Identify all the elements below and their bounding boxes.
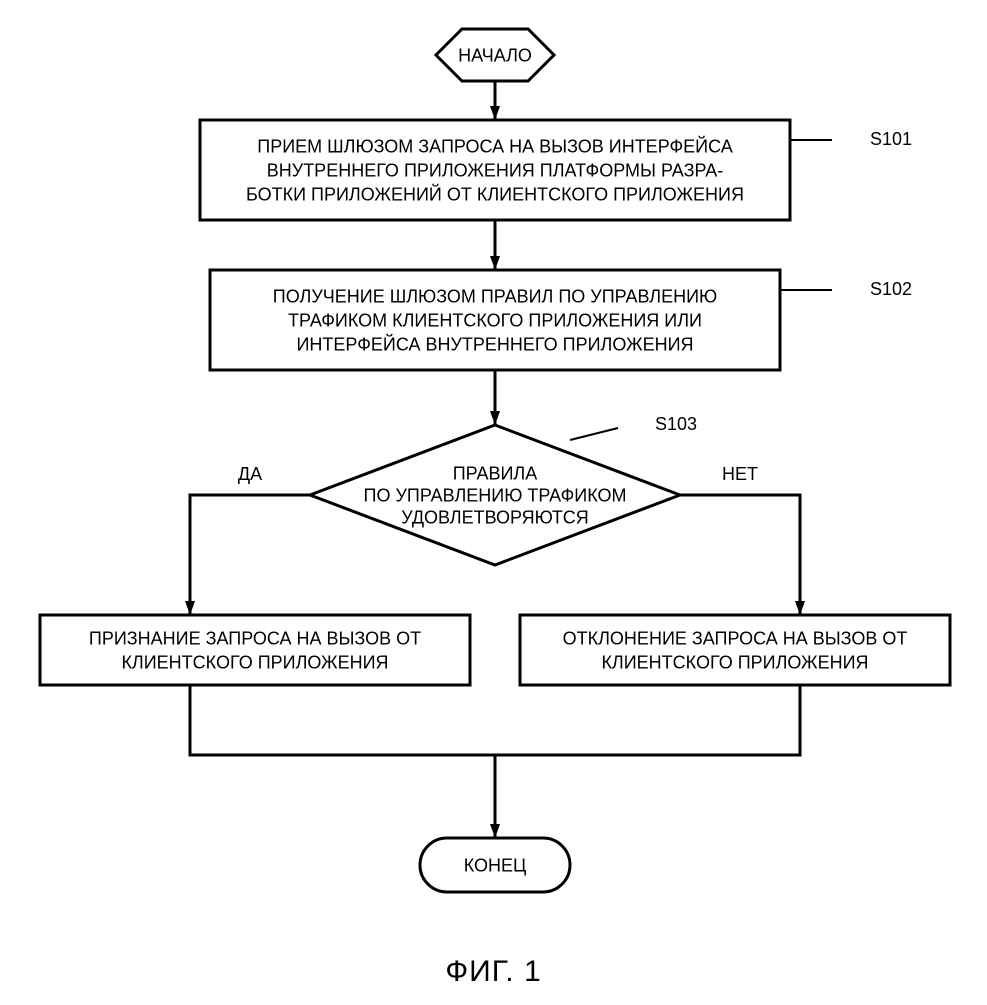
- svg-text:S101: S101: [870, 129, 912, 149]
- svg-text:ПО УПРАВЛЕНИЮ ТРАФИКОМ: ПО УПРАВЛЕНИЮ ТРАФИКОМ: [364, 485, 627, 505]
- flowchart-canvas: НАЧАЛО ПРИЕМ ШЛЮЗОМ ЗАПРОСА НА ВЫЗОВ ИНТЕ…: [0, 0, 987, 1000]
- svg-text:НАЧАЛО: НАЧАЛО: [458, 45, 532, 65]
- svg-text:ДА: ДА: [238, 464, 262, 484]
- svg-text:ПРАВИЛА: ПРАВИЛА: [453, 463, 538, 483]
- svg-text:КЛИЕНТСКОГО ПРИЛОЖЕНИЯ: КЛИЕНТСКОГО ПРИЛОЖЕНИЯ: [601, 652, 868, 672]
- svg-text:КЛИЕНТСКОГО ПРИЛОЖЕНИЯ: КЛИЕНТСКОГО ПРИЛОЖЕНИЯ: [121, 652, 388, 672]
- svg-text:ВНУТРЕННЕГО ПРИЛОЖЕНИЯ ПЛАТФОР: ВНУТРЕННЕГО ПРИЛОЖЕНИЯ ПЛАТФОРМЫ РАЗРА-: [267, 160, 724, 180]
- svg-text:НЕТ: НЕТ: [722, 464, 758, 484]
- svg-text:ИНТЕРФЕЙСА ВНУТРЕННЕГО ПРИЛОЖЕ: ИНТЕРФЕЙСА ВНУТРЕННЕГО ПРИЛОЖЕНИЯ: [296, 333, 693, 354]
- svg-text:S102: S102: [870, 279, 912, 299]
- flowchart-svg: НАЧАЛО ПРИЕМ ШЛЮЗОМ ЗАПРОСА НА ВЫЗОВ ИНТЕ…: [0, 0, 987, 1000]
- svg-text:S103: S103: [655, 414, 697, 434]
- edge-s103-accept: [190, 495, 310, 615]
- figure-label: ФИГ. 1: [0, 955, 987, 989]
- svg-text:ПРИЕМ ШЛЮЗОМ ЗАПРОСА НА ВЫЗОВ: ПРИЕМ ШЛЮЗОМ ЗАПРОСА НА ВЫЗОВ ИНТЕРФЕЙСА: [257, 135, 732, 156]
- svg-text:УДОВЛЕТВОРЯЮТСЯ: УДОВЛЕТВОРЯЮТСЯ: [401, 507, 589, 527]
- node-reject: [520, 615, 950, 685]
- edge-s103-reject: [680, 495, 800, 615]
- svg-text:КОНЕЦ: КОНЕЦ: [464, 855, 527, 875]
- svg-text:БОТКИ ПРИЛОЖЕНИЙ ОТ КЛИЕНТСКОГ: БОТКИ ПРИЛОЖЕНИЙ ОТ КЛИЕНТСКОГО ПРИЛОЖЕН…: [246, 183, 744, 204]
- svg-text:ПРИЗНАНИЕ ЗАПРОСА НА ВЫЗОВ ОТ: ПРИЗНАНИЕ ЗАПРОСА НА ВЫЗОВ ОТ: [89, 628, 421, 648]
- edge-accept-join: [190, 685, 495, 755]
- node-accept: [40, 615, 470, 685]
- svg-text:ТРАФИКОМ КЛИЕНТСКОГО ПРИЛОЖЕНИ: ТРАФИКОМ КЛИЕНТСКОГО ПРИЛОЖЕНИЯ ИЛИ: [288, 310, 702, 330]
- svg-text:ОТКЛОНЕНИЕ ЗАПРОСА НА ВЫЗОВ ОТ: ОТКЛОНЕНИЕ ЗАПРОСА НА ВЫЗОВ ОТ: [563, 628, 908, 648]
- svg-text:ПОЛУЧЕНИЕ ШЛЮЗОМ ПРАВИЛ ПО УПР: ПОЛУЧЕНИЕ ШЛЮЗОМ ПРАВИЛ ПО УПРАВЛЕНИЮ: [273, 286, 717, 306]
- edge-reject-join: [495, 685, 800, 755]
